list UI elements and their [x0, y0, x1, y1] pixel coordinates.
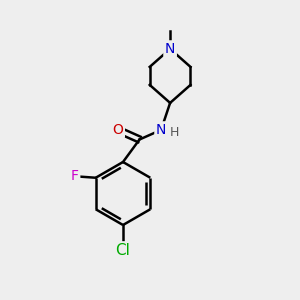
Text: O: O [112, 123, 123, 137]
Text: N: N [156, 123, 166, 137]
Text: F: F [71, 169, 79, 183]
Text: Cl: Cl [116, 243, 130, 258]
Text: N: N [165, 42, 175, 56]
Text: H: H [169, 126, 179, 140]
